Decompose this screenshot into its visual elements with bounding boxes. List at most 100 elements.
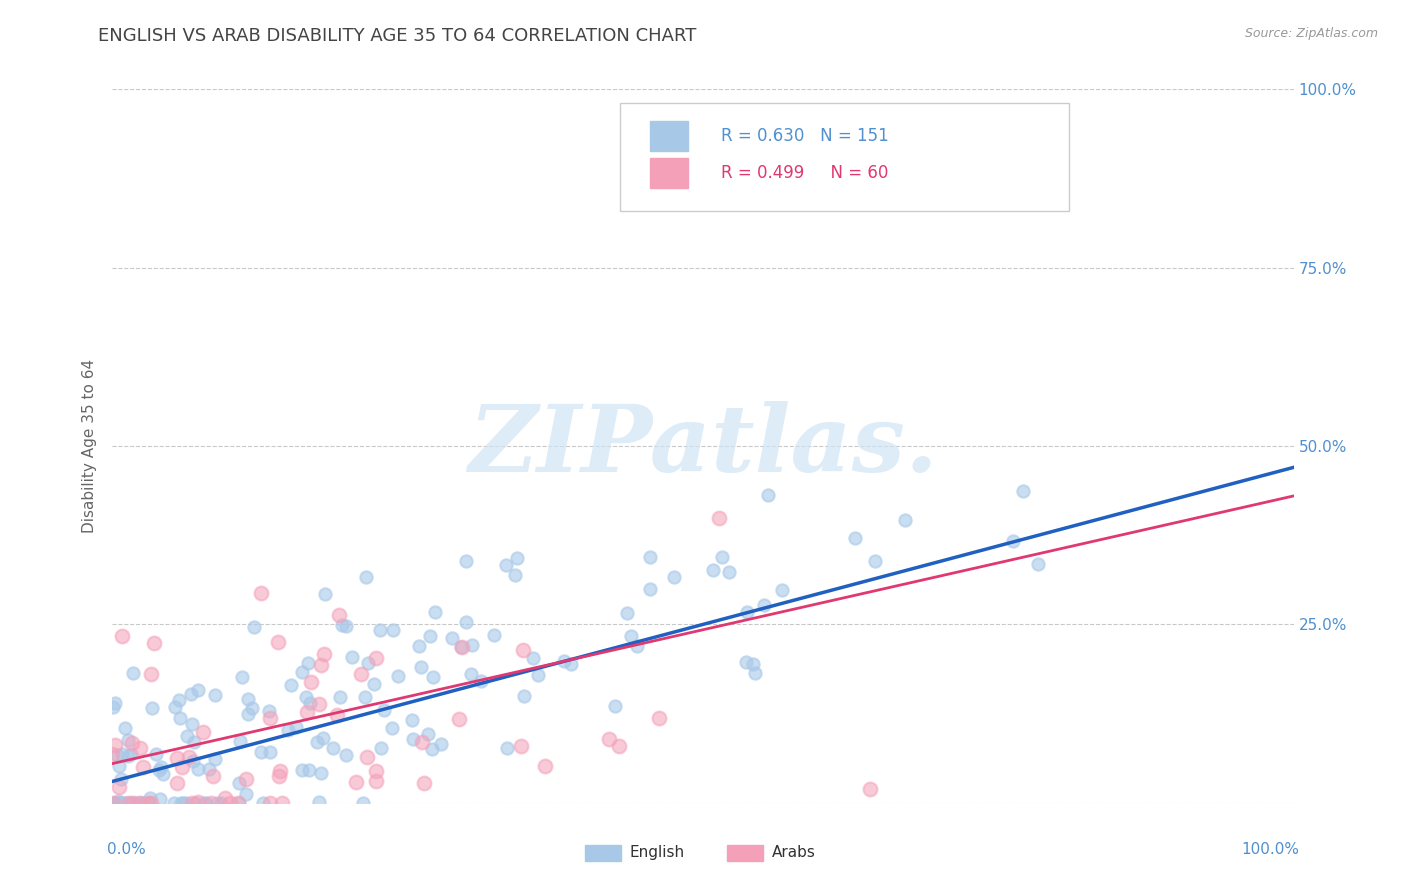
Point bbox=[121, 796, 143, 810]
Point bbox=[257, 704, 280, 718]
Point bbox=[127, 796, 149, 810]
Point bbox=[603, 698, 626, 713]
Point bbox=[735, 655, 758, 669]
Point bbox=[412, 775, 434, 789]
Point bbox=[648, 711, 671, 725]
Point bbox=[152, 766, 174, 780]
Point bbox=[735, 605, 758, 619]
Point bbox=[235, 787, 257, 801]
Point bbox=[460, 667, 482, 681]
Point bbox=[187, 795, 209, 809]
Point bbox=[495, 558, 517, 572]
Point bbox=[111, 796, 134, 810]
Point bbox=[863, 554, 886, 568]
Point bbox=[322, 740, 344, 755]
Point bbox=[183, 796, 205, 810]
Point bbox=[242, 700, 264, 714]
Point bbox=[204, 751, 226, 765]
Point bbox=[756, 487, 779, 501]
Point bbox=[129, 796, 152, 810]
Point bbox=[409, 660, 432, 674]
Point bbox=[717, 565, 740, 579]
Point bbox=[259, 745, 281, 759]
Point bbox=[110, 796, 132, 810]
Point bbox=[105, 747, 128, 762]
Point bbox=[118, 796, 141, 810]
Point bbox=[527, 667, 550, 681]
Point bbox=[308, 697, 330, 711]
Point bbox=[503, 567, 526, 582]
Point bbox=[170, 796, 193, 810]
Bar bbox=[727, 845, 763, 861]
Point bbox=[277, 723, 299, 737]
Point bbox=[328, 607, 350, 622]
Point bbox=[218, 796, 240, 810]
Point bbox=[107, 796, 129, 810]
Point bbox=[139, 791, 162, 805]
Point bbox=[117, 749, 139, 764]
Point bbox=[419, 629, 441, 643]
Point bbox=[204, 688, 226, 702]
Point bbox=[496, 741, 519, 756]
Point bbox=[744, 666, 766, 681]
Point bbox=[121, 796, 143, 810]
Point bbox=[711, 550, 734, 565]
Point bbox=[1012, 484, 1035, 499]
Point bbox=[167, 692, 190, 706]
Point bbox=[387, 669, 409, 683]
Point bbox=[238, 692, 260, 706]
Point bbox=[291, 665, 314, 680]
Text: Source: ZipAtlas.com: Source: ZipAtlas.com bbox=[1244, 27, 1378, 40]
Point bbox=[163, 700, 186, 714]
Point bbox=[177, 749, 200, 764]
Point bbox=[172, 796, 194, 810]
Point bbox=[110, 796, 132, 810]
Point bbox=[202, 768, 225, 782]
Bar bbox=[585, 845, 621, 861]
Point bbox=[259, 796, 281, 810]
Point bbox=[101, 796, 124, 810]
Point bbox=[638, 550, 661, 565]
Point bbox=[312, 731, 335, 745]
Point bbox=[242, 620, 264, 634]
Point bbox=[108, 759, 131, 773]
Point bbox=[299, 674, 322, 689]
Point bbox=[454, 554, 477, 568]
Point bbox=[269, 764, 291, 778]
Point bbox=[104, 696, 127, 710]
Point bbox=[136, 796, 159, 810]
Point bbox=[859, 782, 882, 797]
Point bbox=[179, 687, 201, 701]
Point bbox=[172, 760, 194, 774]
Point bbox=[103, 796, 125, 810]
Point bbox=[145, 747, 167, 762]
Point bbox=[250, 586, 273, 600]
Point bbox=[284, 720, 307, 734]
Point bbox=[352, 796, 374, 810]
Point bbox=[368, 623, 391, 637]
Point bbox=[662, 570, 685, 584]
Text: English: English bbox=[630, 846, 685, 860]
Point bbox=[205, 796, 228, 810]
Point bbox=[422, 670, 444, 684]
Point bbox=[110, 772, 132, 786]
Point bbox=[193, 725, 215, 739]
Point bbox=[309, 766, 332, 780]
Point bbox=[252, 796, 274, 810]
Point bbox=[183, 735, 205, 749]
Point bbox=[187, 683, 209, 698]
Point bbox=[416, 726, 439, 740]
Point bbox=[250, 746, 273, 760]
Point bbox=[430, 737, 453, 751]
Point bbox=[139, 666, 162, 681]
Point bbox=[228, 796, 250, 810]
Point bbox=[356, 749, 378, 764]
Point bbox=[114, 796, 136, 810]
Point bbox=[200, 796, 222, 810]
Point bbox=[114, 721, 136, 735]
Point bbox=[411, 735, 433, 749]
Point bbox=[335, 748, 357, 763]
Point bbox=[141, 796, 163, 810]
Bar bbox=[650, 120, 688, 151]
Point bbox=[363, 677, 385, 691]
